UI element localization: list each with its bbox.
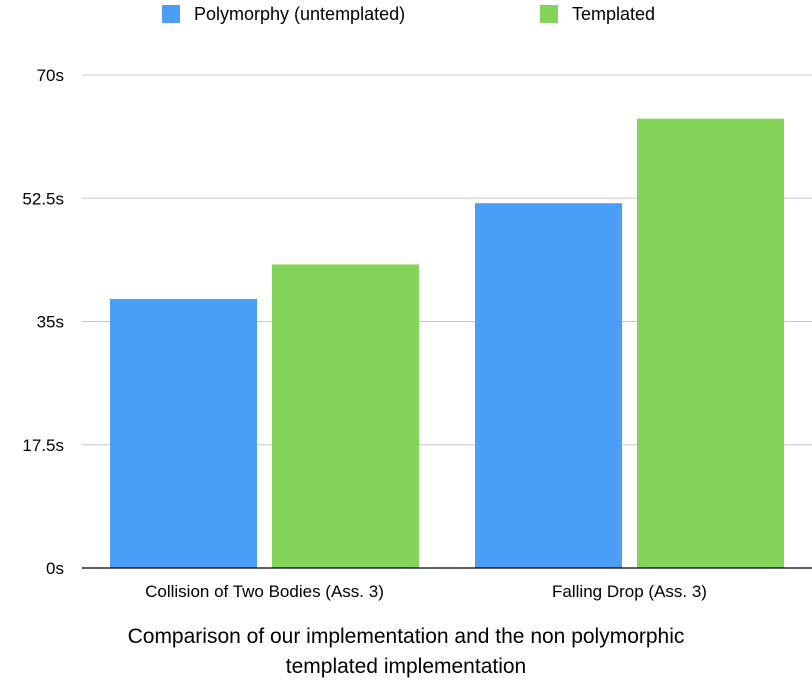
chart-title-line-1: Comparison of our implementation and the… bbox=[127, 625, 685, 648]
y-tick-label: 35s bbox=[37, 313, 64, 332]
legend-label: Templated bbox=[572, 4, 655, 24]
chart-title-line-2: templated implementation bbox=[285, 655, 527, 678]
bar bbox=[475, 203, 622, 568]
legend-label: Polymorphy (untemplated) bbox=[194, 4, 405, 24]
x-tick-label: Falling Drop (Ass. 3) bbox=[552, 582, 707, 601]
legend: Polymorphy (untemplated) Templated bbox=[162, 4, 655, 24]
bars bbox=[110, 118, 784, 568]
bar bbox=[637, 118, 784, 568]
bar bbox=[110, 298, 257, 568]
y-tick-label: 70s bbox=[37, 66, 64, 85]
axes: 0s 17.5s 35s 52.5s 70s Collision of Two Bodie… bbox=[22, 66, 812, 601]
bar bbox=[272, 264, 419, 568]
legend-swatch bbox=[162, 5, 180, 23]
y-tick-label: 52.5s bbox=[22, 189, 64, 208]
y-tick-label: 0s bbox=[46, 559, 64, 578]
legend-swatch bbox=[540, 5, 558, 23]
y-tick-label: 17.5s bbox=[22, 436, 64, 455]
chart-title: Comparison of our implementation and the… bbox=[0, 622, 812, 682]
x-tick-label: Collision of Two Bodies (Ass. 3) bbox=[145, 582, 384, 601]
